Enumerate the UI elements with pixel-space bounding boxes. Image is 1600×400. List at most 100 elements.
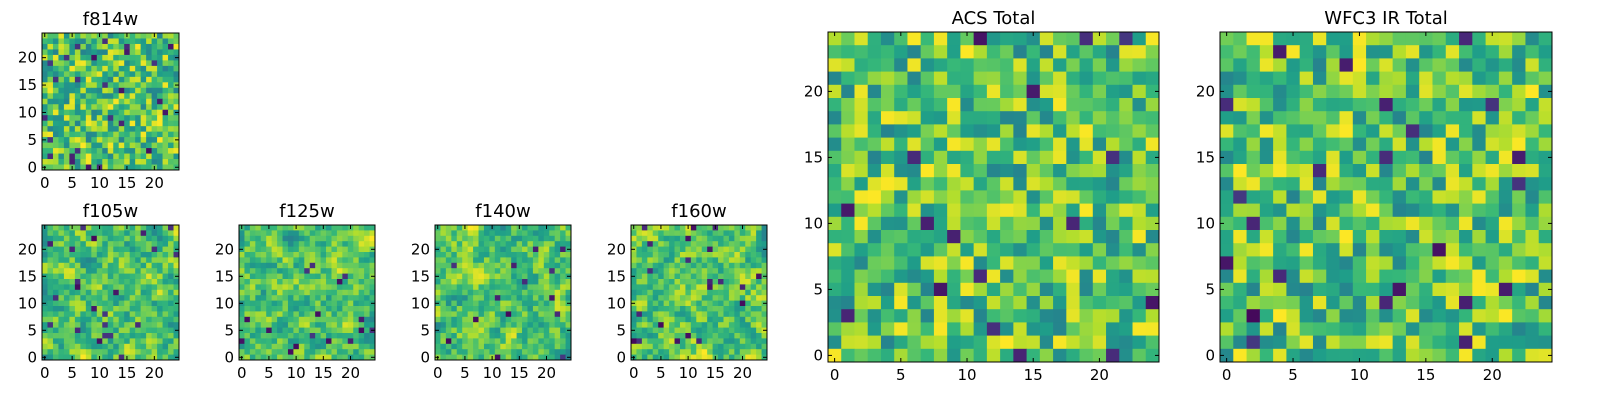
heatmap-cell [85, 65, 92, 72]
heatmap-cell [1339, 150, 1354, 165]
heatmap-cell [118, 300, 125, 307]
heatmap-cell [58, 164, 65, 171]
x-tick-label: 15 [706, 364, 725, 382]
heatmap-cell [511, 295, 517, 301]
y-tick-label: 15 [607, 267, 626, 285]
heatmap-cell [140, 43, 147, 50]
heatmap-cell [271, 354, 278, 361]
heatmap-cell [543, 300, 550, 307]
heatmap-cell [734, 230, 741, 237]
heatmap-cell [522, 246, 528, 253]
x-tick-label: 10 [483, 364, 502, 382]
heatmap-cell [947, 190, 961, 204]
heatmap-cell [135, 338, 142, 345]
heatmap-cell [1273, 98, 1287, 112]
heatmap-cell [85, 349, 92, 355]
heatmap-cell [118, 60, 125, 67]
heatmap-cell [631, 349, 637, 355]
heatmap-cell [1000, 98, 1014, 112]
heatmap-cell [960, 322, 975, 336]
heatmap-cell [696, 343, 703, 350]
heatmap-cell [129, 148, 136, 154]
heatmap-cell [146, 322, 152, 328]
heatmap-cell [1079, 111, 1094, 125]
heatmap-cell [342, 284, 349, 291]
heatmap-cell [880, 216, 895, 231]
heatmap-cell [364, 289, 370, 296]
heatmap-cell [47, 333, 54, 339]
heatmap-cell [674, 322, 681, 328]
heatmap-cell [1079, 282, 1094, 297]
heatmap-cell [445, 316, 452, 323]
heatmap-cell [1132, 296, 1147, 310]
heatmap-cell [58, 262, 65, 269]
heatmap-cell [1366, 269, 1380, 284]
heatmap-cell [1459, 32, 1473, 46]
heatmap-cell [255, 354, 262, 361]
heatmap-cell [107, 49, 114, 56]
heatmap-cell [52, 43, 59, 50]
heatmap-cell [168, 126, 174, 133]
heatmap-cell [282, 300, 289, 307]
heatmap-cell [102, 98, 109, 105]
heatmap-cell [271, 300, 278, 307]
heatmap-cell [342, 273, 349, 280]
heatmap-cell [1432, 177, 1447, 191]
heatmap-cell [1432, 98, 1447, 112]
heatmap-cell [828, 84, 842, 99]
heatmap-cell [947, 309, 961, 323]
heatmap-cell [364, 230, 370, 237]
heatmap-cell [565, 349, 572, 355]
heatmap-cell [841, 348, 855, 363]
heatmap-cell [331, 273, 338, 280]
heatmap-cell [456, 268, 463, 274]
heatmap-cell [1106, 177, 1120, 191]
heatmap-cell [734, 252, 741, 258]
heatmap-cell [1132, 190, 1147, 204]
heatmap-cell [85, 268, 92, 274]
heatmap-cell [445, 354, 452, 361]
heatmap-cell [712, 284, 719, 291]
heatmap-cell [260, 262, 267, 269]
heatmap-cell [1392, 111, 1407, 125]
heatmap-cell [1026, 309, 1041, 323]
heatmap-cell [102, 87, 109, 94]
heatmap-cell [723, 225, 730, 231]
heatmap-cell [47, 300, 54, 307]
panel-title: f125w [279, 201, 334, 222]
heatmap-cell [880, 322, 895, 336]
heatmap-cell [920, 348, 935, 363]
heatmap-cell [336, 295, 343, 301]
heatmap-cell [1066, 190, 1080, 204]
heatmap-cell [1432, 216, 1447, 231]
heatmap-cell [244, 316, 251, 323]
heatmap-cell [696, 349, 703, 355]
heatmap-cell [52, 252, 59, 258]
heatmap-cell [696, 262, 703, 269]
heatmap-cell [456, 333, 463, 339]
heatmap-cell [1273, 282, 1287, 297]
heatmap-cell [309, 284, 316, 291]
heatmap-cell [1498, 177, 1513, 191]
heatmap-cell [1392, 256, 1407, 270]
heatmap-cell [696, 295, 703, 301]
heatmap-cell [124, 316, 131, 323]
heatmap-cell [690, 349, 697, 355]
heatmap-cell [239, 252, 245, 258]
heatmap-cell [854, 111, 869, 125]
heatmap-cell [1405, 256, 1420, 270]
heatmap-cell [1392, 164, 1407, 178]
heatmap-cell [718, 327, 724, 334]
heatmap-cell [151, 153, 158, 160]
heatmap-cell [1013, 150, 1027, 165]
heatmap-cell [320, 279, 327, 285]
heatmap-cell [1246, 111, 1261, 125]
heatmap-cell [854, 98, 869, 112]
heatmap-cell [473, 306, 479, 312]
heatmap-cell [739, 246, 746, 253]
heatmap-cell [342, 322, 349, 328]
heatmap-cell [527, 230, 534, 237]
heatmap-cell [631, 322, 637, 328]
heatmap-cell [146, 148, 152, 154]
